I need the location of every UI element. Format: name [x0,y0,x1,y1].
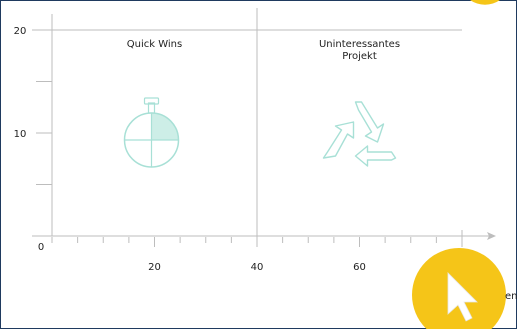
stopwatch-stem [147,102,156,114]
top-badge-partial [470,0,500,5]
quadrant-1: Quick Wins [123,39,182,168]
x-tick-label: 20 [148,262,161,273]
x-axis-arrow [487,232,496,240]
quadrant-title: Projekt [342,51,377,62]
stopwatch-fill [151,113,179,140]
tick-labels: 20 40 60 10 20 0 [14,26,366,273]
overlay: en [412,0,517,329]
axes [32,8,496,246]
y-tick-label: 10 [14,129,27,140]
recycle-icon [322,101,397,167]
stopwatch-crown [143,97,160,105]
quadrant-title: Quick Wins [127,39,182,50]
cursor-icon [447,272,478,322]
recycle-arrow-left [322,121,355,159]
y-tick-label: 20 [14,26,27,37]
x-tick-label: 40 [251,262,264,273]
stopwatch-icon [123,97,180,168]
recycle-arrow-right [354,145,397,167]
ticks [36,29,463,247]
x-tick-label: 60 [353,262,366,273]
partial-label: en [505,291,517,302]
origin-label: 0 [38,242,44,253]
quadrant-title: Uninteressantes [319,39,400,50]
recycle-arrow-top [354,101,385,143]
